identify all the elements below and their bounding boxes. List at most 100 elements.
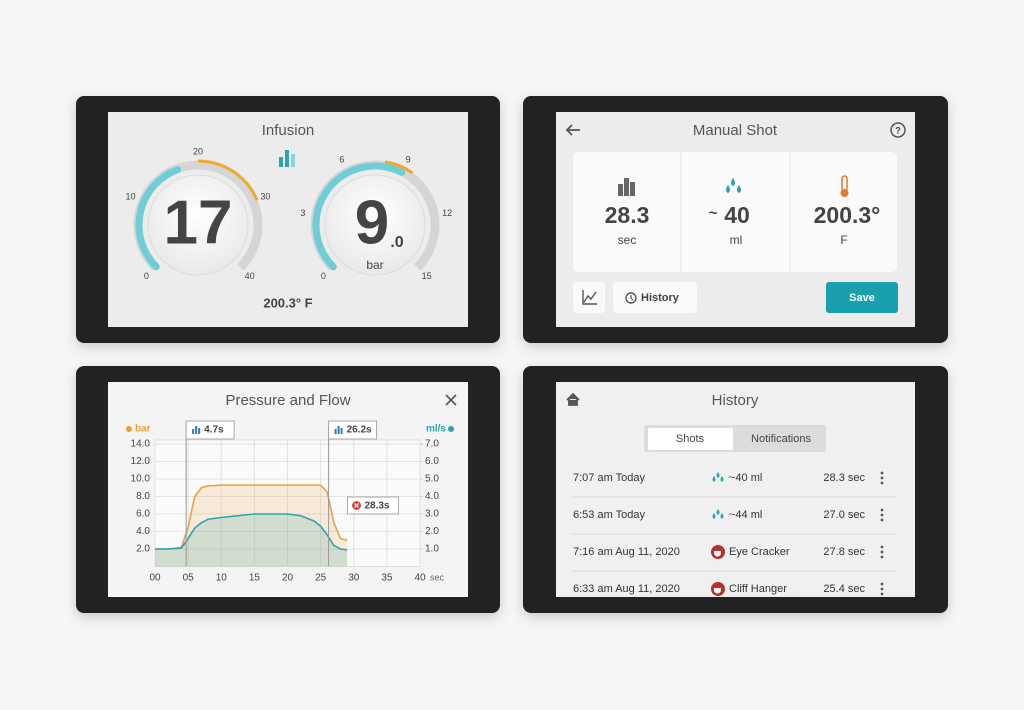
home-button[interactable]: [566, 392, 580, 406]
gauge-tick-label: 0: [321, 271, 326, 281]
row-duration: 27.0 sec: [823, 509, 865, 521]
gauge-value: 17: [164, 188, 233, 257]
y-tick-label: 2.0: [136, 544, 150, 555]
gauge-value: 9: [355, 188, 389, 257]
x-tick-label: 35: [381, 573, 393, 584]
y-tick-label: 8.0: [136, 491, 150, 502]
screen-title: Manual Shot: [693, 122, 778, 139]
y2-tick-label: 4.0: [425, 491, 439, 502]
stat-unit: sec: [618, 233, 637, 247]
gauge-target: [384, 160, 414, 175]
row-duration: 27.8 sec: [823, 546, 865, 558]
marker-box: [185, 420, 235, 440]
gauge-fill: [135, 166, 182, 271]
close-button[interactable]: [445, 394, 457, 406]
x-tick-label: 40: [414, 573, 426, 584]
row-menu[interactable]: [880, 545, 884, 559]
y-tick-label: 4.0: [136, 526, 150, 537]
button-label: Save: [849, 292, 875, 304]
screen-edge: [556, 597, 915, 600]
help-button[interactable]: ?: [890, 122, 906, 138]
marker-label: 26.2s: [347, 425, 372, 436]
back-button[interactable]: [565, 124, 580, 136]
row-menu[interactable]: [880, 508, 884, 522]
x-tick-label: 00: [149, 573, 161, 584]
marker-icon: [337, 426, 340, 434]
gauge-tick-label: 30: [260, 191, 270, 201]
tab[interactable]: Notifications: [751, 433, 811, 445]
gauge-tick-label: 0: [144, 271, 149, 281]
button-label: History: [641, 292, 680, 304]
marker-icon: [340, 428, 343, 434]
y2-tick-label: 7.0: [425, 439, 439, 450]
chart-title: Pressure and Flow: [225, 392, 350, 409]
history-button[interactable]: History: [613, 282, 697, 313]
legend-dot: [448, 426, 454, 432]
y2-tick-label: 3.0: [425, 509, 439, 520]
gauge-fill: [312, 162, 406, 271]
volume-icon: [712, 509, 724, 519]
row-time: 6:53 am Today: [573, 509, 645, 521]
x-tick-label: 05: [183, 573, 195, 584]
manual-shot-screen: Manual Shot ? 28.3 sec ~ 40 ml 200.3° F …: [565, 122, 906, 313]
marker-label: 4.7s: [204, 425, 224, 436]
y2-tick-label: 5.0: [425, 474, 439, 485]
gauge-face: [147, 174, 249, 276]
gauge-tick-label: 15: [422, 271, 432, 281]
screen-title: Infusion: [262, 122, 315, 139]
save-button[interactable]: Save: [826, 282, 898, 313]
y2-tick-label: 1.0: [425, 544, 439, 555]
marker-icon: [192, 429, 195, 434]
marker-icon: [334, 429, 337, 434]
x-axis-label: sec: [430, 572, 445, 582]
gauge-tick-label: 9: [406, 154, 411, 164]
gauge-target: [197, 159, 259, 202]
end-marker-box: [346, 496, 399, 515]
volume-icon: [726, 178, 741, 193]
tab-selected[interactable]: [648, 428, 733, 450]
screen-title: History: [712, 392, 759, 409]
row-label: ~44 ml: [729, 509, 762, 521]
stat-value: 28.3: [605, 202, 650, 228]
gauge-tick-label: 10: [126, 191, 136, 201]
stat-value: 200.3°: [814, 202, 881, 228]
y2-tick-label: 2.0: [425, 526, 439, 537]
stat-unit: ml: [730, 233, 743, 247]
profile-icon: [711, 582, 725, 596]
row-duration: 28.3 sec: [823, 472, 865, 484]
row-duration: 25.4 sec: [823, 583, 865, 595]
x-tick-label: 15: [249, 573, 261, 584]
x-tick-label: 30: [348, 573, 360, 584]
gauge-decimal: .0: [390, 234, 403, 251]
marker-icon: [195, 426, 198, 434]
chart-button[interactable]: [573, 282, 605, 313]
profile-icon: [711, 545, 725, 559]
gauge-tick-label: 20: [193, 146, 203, 156]
row-menu[interactable]: [880, 582, 884, 596]
row-time: 6:33 am Aug 11, 2020: [573, 583, 680, 595]
volume-icon: [712, 472, 724, 482]
legend-label: ml/s: [426, 424, 446, 435]
tab[interactable]: Shots: [676, 433, 705, 445]
svg-text:?: ?: [895, 125, 901, 135]
gauge-tick-label: 40: [245, 271, 255, 281]
y-tick-label: 10.0: [131, 474, 151, 485]
gauge-tick-label: 3: [300, 208, 305, 218]
row-menu[interactable]: [880, 471, 884, 485]
chart-icon: [279, 150, 295, 167]
y-tick-label: 6.0: [136, 509, 150, 520]
gauge-unit: bar: [366, 258, 383, 272]
stat-value: 40: [724, 202, 750, 228]
temperature: 200.3° F: [263, 295, 312, 310]
row-label: Eye Cracker: [729, 546, 790, 558]
series-area: [155, 514, 348, 567]
temperature-icon: [840, 175, 849, 197]
x-tick-label: 20: [282, 573, 294, 584]
gauge-tick-label: 6: [339, 154, 344, 164]
pressure-flow-screen: Pressure and Flow sec 2.0 4.0 6.0 8.0 10.0 12…: [126, 392, 457, 584]
gauge-face: [324, 174, 426, 276]
row-time: 7:16 am Aug 11, 2020: [573, 546, 680, 558]
end-marker-icon: [354, 503, 359, 508]
